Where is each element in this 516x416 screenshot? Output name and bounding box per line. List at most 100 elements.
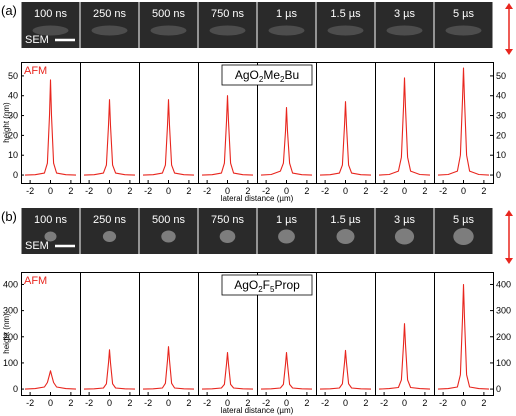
x-tick-label: 2 [363,186,368,196]
sem-deposit [386,25,423,36]
x-tick-label: -2 [321,398,329,408]
x-tick-label: 0 [461,186,466,196]
afm-trace [378,323,431,390]
sem-deposit [32,25,69,36]
afm-trace [260,107,313,176]
afm-trace [24,370,77,390]
x-tick-label: 0 [461,398,466,408]
material-label: AgO2F5Prop [221,274,313,296]
sem-time-label: 750 ns [211,8,245,20]
material-box [221,64,313,86]
sem-deposit [161,230,176,243]
x-tick-label: 0 [166,398,171,408]
y-tick-label-right: 0 [496,384,501,394]
y-tick-label-right: 30 [496,111,506,121]
afm-trace [201,95,254,176]
sem-tag: SEM [25,240,49,252]
x-tick-label: 2 [304,398,309,408]
afm-tag: AFM [24,275,47,287]
sem-time-label: 1 µs [276,8,298,20]
x-tick-label: -2 [380,186,388,196]
x-tick-label: 2 [304,186,309,196]
sem-strip: 100 ns 250 ns 500 ns 750 ns 1 µs 1.5 µs 3 µs 5 … [21,208,493,254]
sem-deposit [278,229,295,244]
y-tick-label-left: 10 [8,150,18,160]
y-tick-label-left: 20 [8,130,18,140]
sem-time-label: 5 µs [453,8,475,20]
panel-b: (b) 100 ns 250 ns 500 ns 750 ns 1 µs 1.5 µs 3 µ… [1,208,513,415]
afm-trace [437,67,490,176]
double-arrow-icon [505,3,513,55]
y-tick-label-left: 100 [3,358,18,368]
sem-image [434,2,493,48]
afm-trace [319,349,372,390]
y-tick-label-right: 10 [496,150,506,160]
y-tick-label-right: 100 [496,358,511,368]
panel-a: (a) 100 ns 250 ns 500 ns 750 ns 1 µs 1.5 µs 3 µ… [1,2,513,203]
material-part: AgO [234,278,258,292]
x-tick-label: 2 [186,398,191,408]
sem-time-label: 500 ns [152,8,186,20]
material-name: AgO2F5Prop [234,278,300,294]
sem-deposit [102,231,117,243]
x-tick-label: -2 [203,186,211,196]
material-part: 2 [258,285,263,294]
x-tick-label: -2 [85,186,93,196]
x-tick-label: 2 [245,398,250,408]
x-tick-label: -2 [380,398,388,408]
x-tick-label: 0 [284,186,289,196]
x-tick-label: -2 [144,186,152,196]
afm-trace [260,351,313,390]
afm-tag: AFM [24,65,47,77]
double-arrow-icon [505,210,513,264]
y-tick-label-right: 40 [496,91,506,101]
sem-time-label: 3 µs [394,214,416,226]
material-part: 2 [259,75,264,84]
x-tick-label: 2 [127,186,132,196]
sem-time-label: 1.5 µs [330,8,361,20]
x-tick-label: -2 [439,398,447,408]
sem-image [80,2,139,48]
y-tick-label-right: 50 [496,71,506,81]
afm-trace [142,99,195,176]
afm-trace [378,77,431,176]
x-tick-label: 0 [107,186,112,196]
y-tick-label-left: 50 [8,71,18,81]
sem-time-label: 250 ns [93,214,127,226]
x-tick-label: 0 [402,398,407,408]
x-tick-label: -2 [262,398,270,408]
x-tick-label: 0 [225,186,230,196]
material-box [221,274,313,296]
x-tick-label: 0 [225,398,230,408]
x-tick-label: 0 [284,398,289,408]
sem-deposit [219,230,236,244]
afm-trace [83,99,136,176]
y-tick-label-left: 30 [8,111,18,121]
material-part: Bu [284,68,299,82]
x-tick-label: 2 [127,398,132,408]
x-tick-label: 2 [481,186,486,196]
sem-time-label: 750 ns [211,214,245,226]
x-tick-label: 0 [343,186,348,196]
x-tick-label: -2 [26,186,34,196]
y-tick-label-right: 200 [496,332,511,342]
y-tick-label-right: 400 [496,279,511,289]
x-tick-label: -2 [144,398,152,408]
sem-time-label: 1 µs [276,214,298,226]
y-tick-label-right: 20 [496,130,506,140]
y-tick-label-left: 0 [13,384,18,394]
afm-trace [319,101,372,176]
sem-deposit [268,25,305,36]
sem-time-label: 1.5 µs [330,214,361,226]
sem-time-label: 100 ns [34,8,68,20]
sem-deposit [453,228,474,246]
y-tick-label-left: 200 [3,332,18,342]
material-part: Prop [274,278,300,292]
x-tick-label: -2 [321,186,329,196]
panel-label: (b) [1,209,17,224]
sem-image [198,2,257,48]
x-axis-label: lateral distance (µm) [221,194,294,203]
x-tick-label: -2 [26,398,34,408]
